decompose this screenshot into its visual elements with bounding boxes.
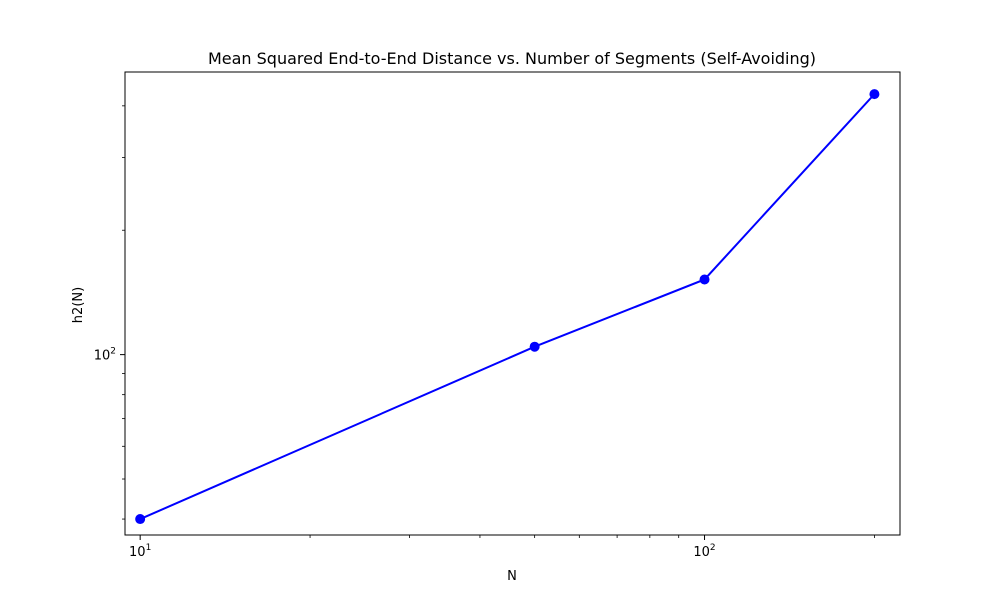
data-point — [529, 341, 540, 352]
x-tick-label: 101 — [129, 543, 151, 560]
plot-frame — [124, 71, 901, 536]
series-layer — [135, 89, 880, 525]
x-tick-exponent: 1 — [146, 543, 152, 553]
y-tick-label: 102 — [94, 347, 116, 364]
data-point — [135, 514, 146, 525]
x-tick-exponent: 2 — [710, 543, 716, 553]
data-point — [869, 89, 880, 100]
y-axis-label: h2(N) — [71, 287, 86, 323]
chart-title: Mean Squared End-to-End Distance vs. Num… — [208, 49, 816, 68]
x-tick-label: 102 — [693, 543, 715, 560]
data-point — [699, 274, 710, 285]
series-line — [139, 93, 876, 520]
y-tick-exponent: 2 — [110, 347, 116, 357]
ticks-layer: 101 102 102 — [94, 105, 875, 560]
x-axis-label: N — [507, 569, 517, 584]
